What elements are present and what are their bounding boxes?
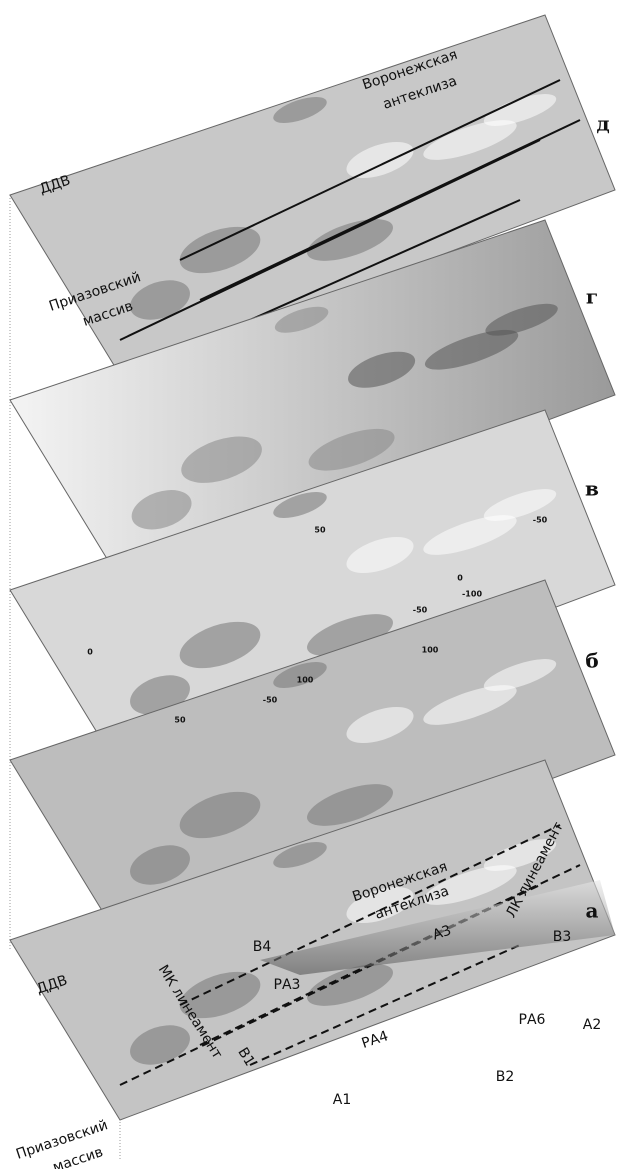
contour-label: -100 (462, 590, 482, 599)
contour-label: 100 (422, 646, 439, 655)
fault-line (249, 199, 521, 321)
fault-line (179, 79, 561, 261)
contour-label: -50 (533, 516, 548, 525)
texture (485, 303, 558, 336)
texture (179, 791, 261, 839)
layer: г (9, 219, 616, 581)
texture (307, 964, 393, 1006)
region-label: В2 (496, 1069, 515, 1085)
layer-label: г (586, 285, 598, 309)
texture (346, 141, 414, 179)
layer-plane (9, 219, 616, 581)
texture (423, 685, 517, 725)
texture (130, 280, 190, 320)
contour-label: 0 (457, 574, 463, 583)
region-label: РА4 (360, 1028, 391, 1052)
texture (274, 306, 329, 333)
texture (179, 971, 261, 1019)
layer: в (9, 409, 616, 771)
texture (130, 1025, 190, 1065)
layer-label: д (596, 112, 609, 136)
texture (307, 784, 393, 826)
texture (423, 865, 517, 905)
region-label: В3 (553, 929, 572, 945)
contour-label: -50 (413, 606, 428, 615)
texture (130, 845, 190, 885)
texture (179, 621, 261, 669)
fault-line (249, 944, 521, 1066)
texture (424, 329, 519, 370)
texture (273, 97, 327, 123)
contour-label: 100 (297, 676, 314, 685)
texture (483, 94, 557, 126)
texture (181, 436, 262, 483)
contour-label: 50 (314, 526, 326, 535)
texture (483, 489, 557, 521)
contour-label: 50 (174, 716, 186, 725)
layer: б -50 50 0 -100 -50 100 50 0 -50 100 (9, 516, 616, 941)
fault-line (199, 119, 581, 301)
region-label: РА3 (274, 977, 301, 993)
texture (273, 842, 327, 868)
texture (131, 490, 192, 530)
texture (308, 428, 395, 471)
region-label: А2 (583, 1017, 601, 1033)
texture (423, 120, 517, 160)
region-label: В4 (253, 939, 272, 955)
contour-label: 0 (87, 648, 93, 657)
layer-label: б (585, 649, 598, 673)
texture (307, 614, 393, 656)
contour-label: -50 (263, 696, 278, 705)
texture (346, 536, 414, 574)
layer-label: в (585, 477, 599, 501)
texture (307, 219, 393, 261)
texture (273, 492, 327, 518)
texture (483, 659, 557, 691)
region-label: А3 (431, 922, 454, 943)
region-label: А1 (333, 1092, 351, 1108)
texture (348, 351, 416, 388)
texture (346, 706, 414, 744)
fault-line (179, 824, 561, 1006)
texture (179, 226, 261, 274)
texture (423, 515, 517, 555)
fault-line (119, 139, 541, 341)
region-label: РА6 (519, 1012, 546, 1028)
texture (273, 662, 327, 688)
texture (346, 886, 414, 924)
depression (260, 880, 615, 975)
layer-label: а (586, 899, 599, 923)
texture (483, 839, 557, 871)
